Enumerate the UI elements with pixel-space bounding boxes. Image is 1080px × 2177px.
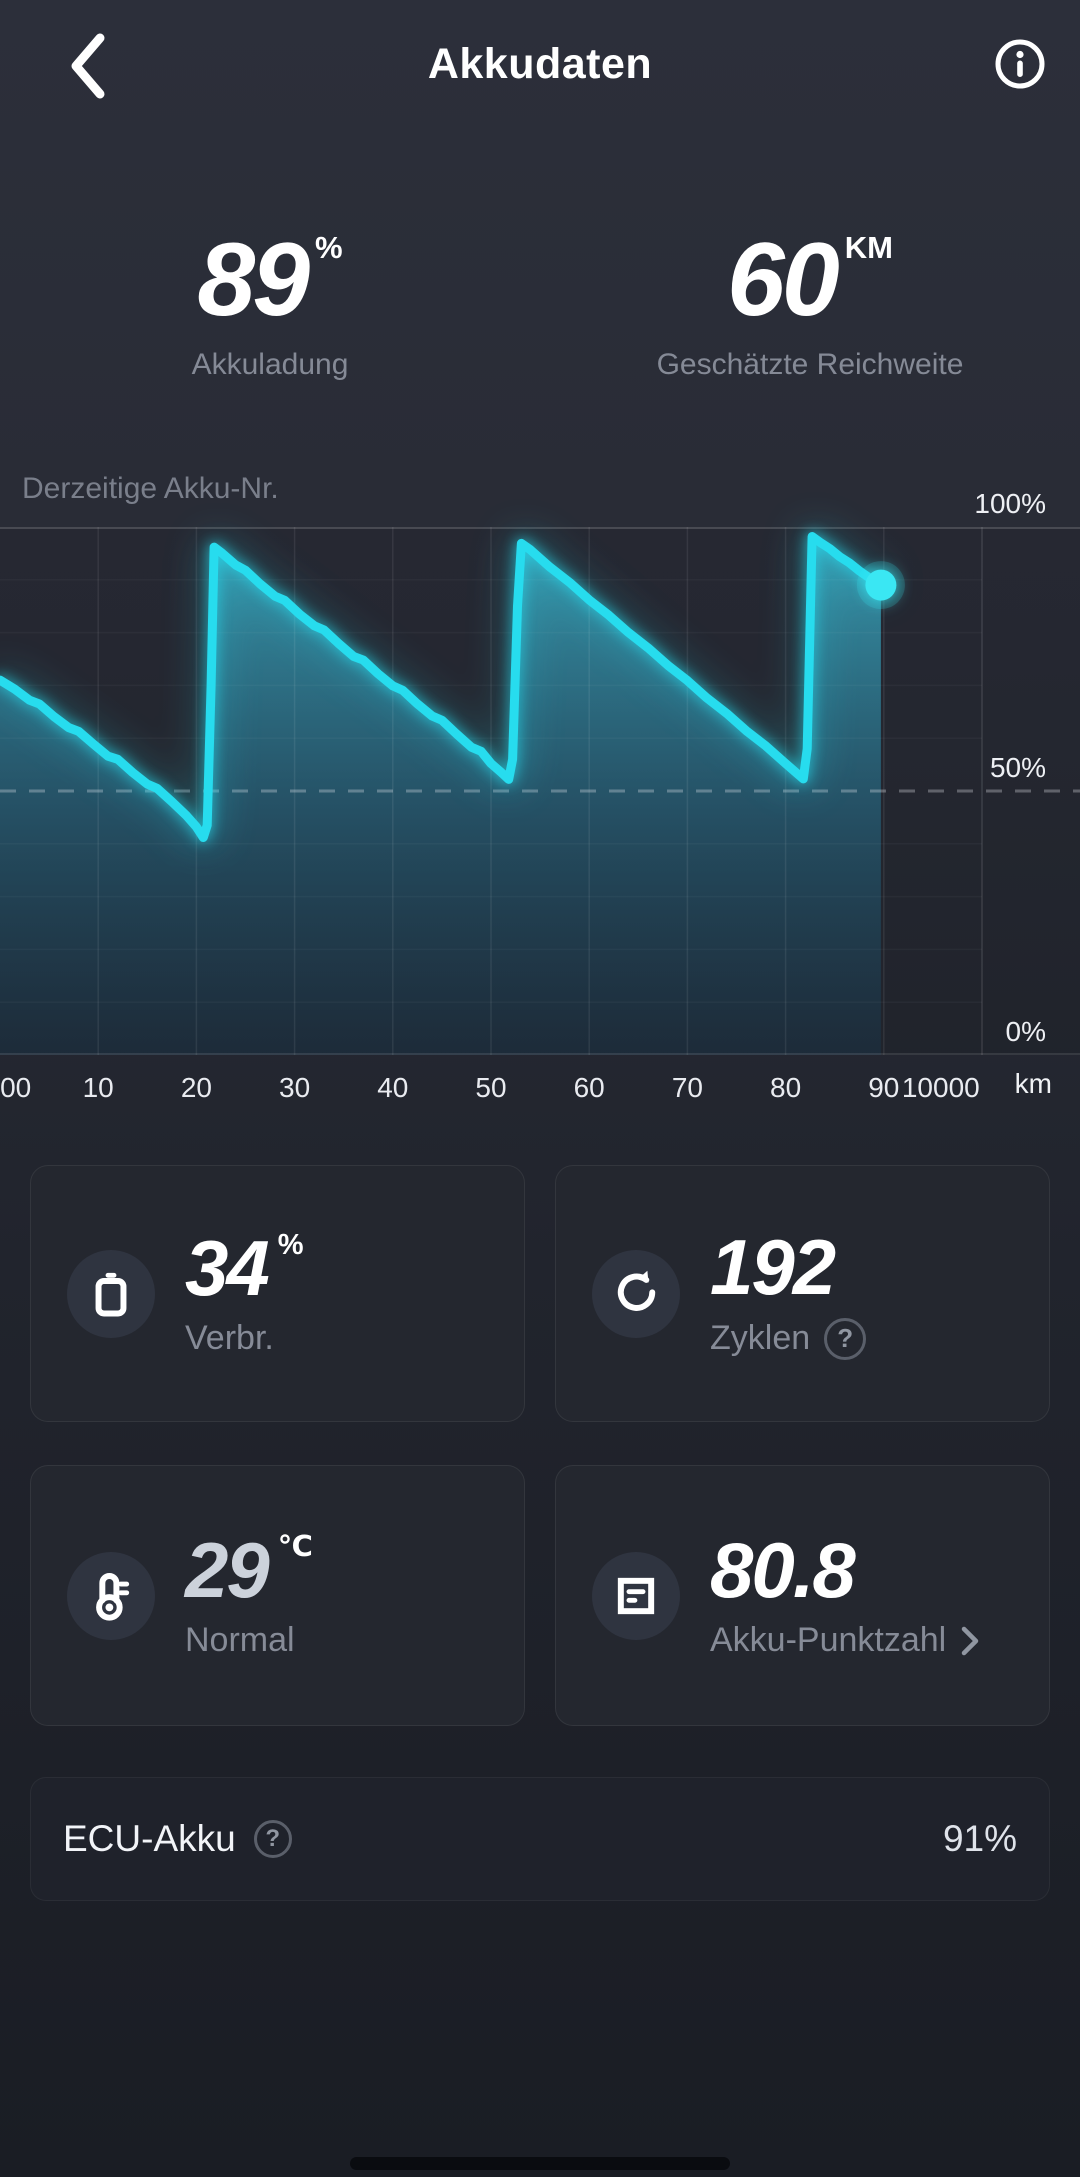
estimated-range-value: 60 [727,222,840,338]
cycles-icon-badge [592,1249,680,1338]
info-icon [995,39,1045,89]
back-chevron-icon [71,33,105,99]
info-button[interactable] [990,34,1050,94]
battery-charge-unit: % [315,230,343,265]
x-tick-label: 40 [377,1072,409,1103]
x-tick-label: 80 [770,1072,802,1103]
x-tick-label: 20 [180,1072,212,1103]
estimated-range-label: Geschätzte Reichweite [656,348,964,381]
battery-charge-value: 89 [197,222,310,338]
consumption-label: Verbr. [185,1319,274,1357]
temperature-label: Normal [185,1621,295,1659]
x-tick-label: 30 [279,1072,311,1103]
chart-title: Derzeitige Akku-Nr. [22,472,279,505]
battery-score-card[interactable]: 80.8 Akku-Punktzahl [555,1465,1050,1726]
x-tick-label: 00 [0,1072,32,1103]
x-tick-label: 60 [573,1072,605,1103]
report-icon-badge [592,1551,680,1640]
battery-score-value: 80.8 [710,1526,856,1614]
cycles-value: 192 [710,1222,836,1311]
x-tick-label: 50 [475,1072,507,1103]
current-point-dot [865,569,897,601]
consumption-card: 34 % Verbr. [30,1165,525,1422]
x-tick-label: 10000 [901,1072,980,1103]
estimated-range-unit: KM [844,230,893,265]
x-axis-unit: km [1014,1068,1052,1099]
y-tick-label: 50% [989,752,1046,783]
temperature-card: 29 ℃ Normal [30,1465,525,1726]
x-axis-labels: 00 10 20 30 40 50 60 70 80 90 10000 [0,1072,1080,1114]
ecu-battery-row: ECU-Akku ? 91% [30,1777,1050,1901]
y-tick-label: 100% [974,488,1046,519]
summary-stats: 89 % Akkuladung 60 KM Geschätzte Reichwe… [0,228,1080,382]
battery-charge-label: Akkuladung [191,348,349,381]
x-tick-label: 90 [868,1072,900,1103]
battery-charge-stat: 89 % Akkuladung [0,228,540,382]
cycles-icon [617,1270,656,1311]
battery-history-chart[interactable] [0,527,1080,1055]
x-tick-label: 70 [671,1072,703,1103]
battery-icon [95,1272,127,1316]
x-tick-label: 10 [82,1072,114,1103]
cycles-label: Zyklen [710,1319,811,1357]
cycles-help-icon[interactable]: ? [824,1317,867,1360]
temperature-value: 29 [185,1526,270,1614]
estimated-range-stat: 60 KM Geschätzte Reichweite [540,228,1080,382]
home-indicator[interactable] [350,2157,730,2170]
consumption-value: 34 [185,1224,270,1312]
thermometer-icon-badge [67,1551,155,1640]
battery-icon-badge [67,1249,155,1338]
back-button[interactable] [52,24,124,108]
consumption-unit: % [277,1229,304,1261]
battery-score-label: Akku-Punktzahl [710,1621,947,1659]
page-title: Akkudaten [427,40,653,88]
thermometer-icon [96,1572,130,1621]
ecu-battery-label: ECU-Akku [63,1818,236,1859]
report-icon [617,1577,655,1614]
ecu-help-icon[interactable]: ? [253,1820,292,1858]
chevron-right-icon [961,1626,979,1655]
y-tick-label: 0% [1005,1016,1046,1047]
cycles-card: 192 Zyklen ? [555,1165,1050,1422]
ecu-battery-value: 91% [942,1818,1017,1859]
temperature-unit: ℃ [277,1531,313,1563]
